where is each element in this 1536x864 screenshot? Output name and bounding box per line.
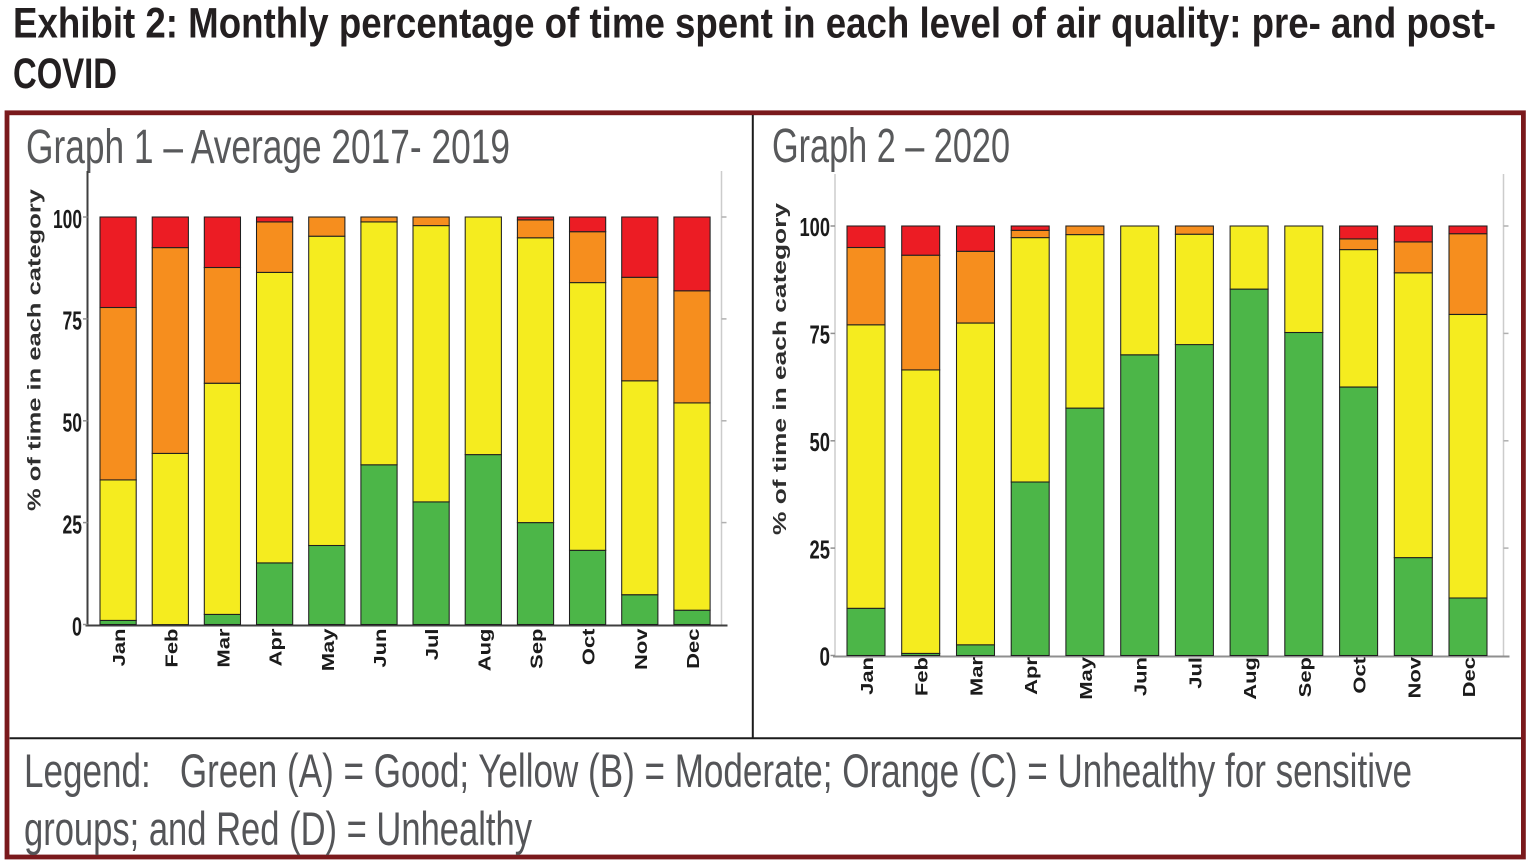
svg-text:Jun: Jun	[1132, 657, 1151, 696]
svg-text:Aug: Aug	[1241, 657, 1260, 700]
svg-text:May: May	[319, 628, 338, 671]
svg-text:50: 50	[810, 427, 831, 457]
svg-text:Jul: Jul	[1187, 657, 1206, 689]
svg-text:Feb: Feb	[913, 657, 932, 696]
svg-text:Graph 1 – Average 2017- 2019: Graph 1 – Average 2017- 2019	[26, 121, 510, 174]
svg-text:Jan: Jan	[110, 629, 129, 667]
svg-text:COVID: COVID	[13, 50, 117, 98]
svg-text:75: 75	[810, 320, 831, 350]
svg-text:Feb: Feb	[163, 629, 182, 668]
svg-text:Jun: Jun	[371, 629, 390, 668]
svg-text:Mar: Mar	[215, 628, 234, 667]
svg-text:% of time in each category: % of time in each category	[770, 202, 790, 535]
svg-text:75: 75	[63, 306, 83, 336]
svg-text:Nov: Nov	[632, 628, 651, 670]
svg-text:Aug: Aug	[476, 629, 495, 672]
svg-text:groups; and Red (D) = Unhealth: groups; and Red (D) = Unhealthy	[24, 802, 532, 855]
svg-text:0: 0	[820, 642, 831, 672]
svg-text:Oct: Oct	[580, 628, 599, 665]
svg-text:Mar: Mar	[968, 657, 987, 696]
svg-text:25: 25	[810, 534, 831, 564]
svg-text:100: 100	[53, 204, 82, 234]
svg-text:May: May	[1077, 657, 1096, 700]
svg-text:0: 0	[72, 611, 82, 641]
svg-text:Graph 2 – 2020: Graph 2 – 2020	[772, 120, 1010, 173]
svg-text:Apr: Apr	[267, 628, 286, 666]
svg-text:% of time in each category: % of time in each category	[24, 188, 44, 511]
svg-text:Jul: Jul	[423, 629, 442, 661]
svg-text:Legend: Green (A) = Good; Ye: Legend: Green (A) = Good; Yellow (B) = M…	[24, 744, 1412, 797]
svg-text:Nov: Nov	[1406, 657, 1425, 699]
svg-text:Oct: Oct	[1351, 657, 1370, 694]
svg-text:50: 50	[63, 408, 83, 438]
svg-text:Apr: Apr	[1022, 657, 1041, 695]
svg-text:Sep: Sep	[528, 629, 547, 669]
svg-text:Jan: Jan	[858, 657, 877, 695]
svg-text:Dec: Dec	[684, 628, 703, 668]
svg-text:100: 100	[800, 212, 831, 242]
svg-text:Exhibit 2: Monthly percentage: Exhibit 2: Monthly percentage of time sp…	[13, 0, 1496, 48]
svg-text:Dec: Dec	[1460, 657, 1479, 697]
svg-text:25: 25	[63, 509, 83, 539]
svg-text:Sep: Sep	[1296, 657, 1315, 697]
